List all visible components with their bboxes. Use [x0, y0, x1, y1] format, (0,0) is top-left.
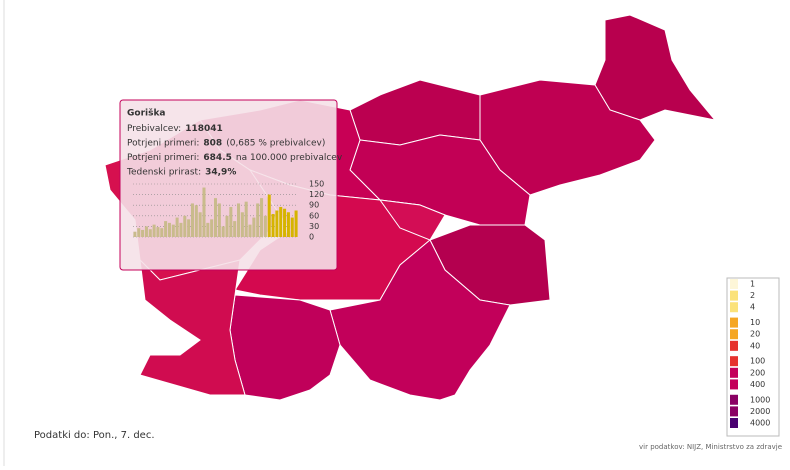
region[interactable] [229, 294, 341, 401]
bar [237, 203, 241, 237]
y-tick-label: 90 [309, 201, 319, 210]
bar [260, 198, 264, 237]
bar [233, 221, 237, 237]
bar [164, 221, 168, 237]
bar [221, 226, 225, 237]
bar [137, 228, 141, 237]
bar [156, 227, 160, 237]
region[interactable] [139, 258, 246, 396]
tooltip-line: Potrjeni primeri: 684.5 na 100.000 prebiva… [127, 153, 343, 163]
region[interactable] [329, 239, 511, 401]
line-label: Potrjeni primeri: [127, 138, 199, 148]
bar [240, 212, 244, 237]
bar [198, 212, 202, 237]
tooltip-line: Prebivalcev: 118041 [127, 124, 223, 134]
bar [152, 224, 156, 237]
bar [244, 201, 248, 237]
bar [202, 187, 206, 237]
legend-label: 400 [750, 380, 765, 389]
bar [148, 229, 152, 237]
bar [133, 231, 137, 237]
y-tick-label: 0 [309, 233, 314, 242]
legend-swatch [730, 379, 738, 390]
bar [206, 222, 210, 237]
legend-label: 4000 [750, 419, 770, 428]
bar [283, 208, 287, 237]
bar [175, 217, 179, 237]
bar [271, 214, 275, 237]
bar [248, 224, 252, 237]
line-label: Prebivalcev: [127, 124, 181, 134]
bar [194, 205, 198, 237]
legend-swatch [730, 290, 738, 301]
region[interactable] [378, 199, 446, 241]
bar [171, 224, 175, 237]
bar [286, 212, 290, 237]
line-suffix: na 100.000 prebivalcev [236, 153, 343, 163]
legend-swatch [730, 329, 738, 340]
y-tick-label: 60 [309, 211, 319, 220]
bar [213, 198, 218, 237]
y-tick-label: 30 [309, 222, 319, 231]
legend-label: 2 [750, 291, 755, 300]
bar [256, 203, 260, 237]
bar [190, 203, 194, 237]
legend-label: 10 [750, 318, 760, 327]
region[interactable] [349, 79, 481, 146]
bar [267, 194, 271, 237]
bar [141, 229, 145, 237]
line-value: 118041 [185, 124, 223, 134]
line-value: 808 [203, 138, 222, 148]
line-value: 684.5 [203, 153, 231, 163]
bar [290, 217, 294, 237]
line-label: Tedenski prirast: [126, 167, 201, 177]
source: vir podatkov: NIJZ, Ministrstvo za zdrav… [639, 443, 782, 451]
bar [183, 215, 187, 237]
bar [167, 222, 171, 237]
bar [217, 203, 221, 237]
legend: 1 2 4 10 20 40 100 200 400 1000 2000 4000 [726, 277, 780, 437]
y-tick-label: 120 [309, 190, 324, 199]
legend-label: 200 [750, 368, 765, 377]
bar [294, 210, 298, 237]
legend-label: 40 [750, 341, 760, 350]
legend-swatch [730, 317, 738, 328]
line-suffix: (0,685 % prebivalcev) [226, 138, 325, 148]
line-value: 34,9% [205, 167, 236, 177]
legend-label: 4 [750, 303, 755, 312]
tooltip-line: Potrjeni primeri: 808 (0,685 % prebivalcev… [127, 138, 325, 148]
legend-swatch [730, 340, 738, 351]
legend-swatch [730, 356, 738, 367]
bar [187, 219, 191, 237]
bar [210, 219, 214, 237]
legend-label: 1 [750, 280, 755, 289]
legend-label: 100 [750, 357, 765, 366]
bar [144, 226, 148, 237]
legend-swatch [730, 406, 738, 417]
tooltip-title: Goriška [127, 108, 166, 119]
legend-swatch [730, 418, 738, 428]
legend-swatch [730, 367, 738, 378]
bar [179, 222, 183, 237]
tooltip-line: Tedenski prirast: 34,9% [126, 167, 236, 177]
legend-label: 20 [750, 330, 760, 339]
bar [225, 215, 229, 237]
legend-swatch [730, 394, 738, 405]
bar [275, 210, 279, 237]
legend-label: 1000 [750, 395, 770, 404]
region[interactable] [594, 14, 717, 121]
legend-label: 2000 [750, 407, 770, 416]
legend-swatch [730, 302, 738, 313]
bar [252, 217, 256, 237]
line-label: Potrjeni primeri: [127, 153, 199, 163]
bar [263, 215, 267, 237]
data-date: Podatki do: Pon., 7. dec. [34, 430, 155, 441]
legend-swatch [730, 279, 738, 289]
tooltip: Goriška Prebivalcev: 118041 Potrjeni prime… [119, 99, 343, 271]
bar [160, 228, 164, 237]
bar [229, 206, 233, 237]
y-tick-label: 150 [309, 180, 324, 189]
bar [279, 206, 283, 237]
